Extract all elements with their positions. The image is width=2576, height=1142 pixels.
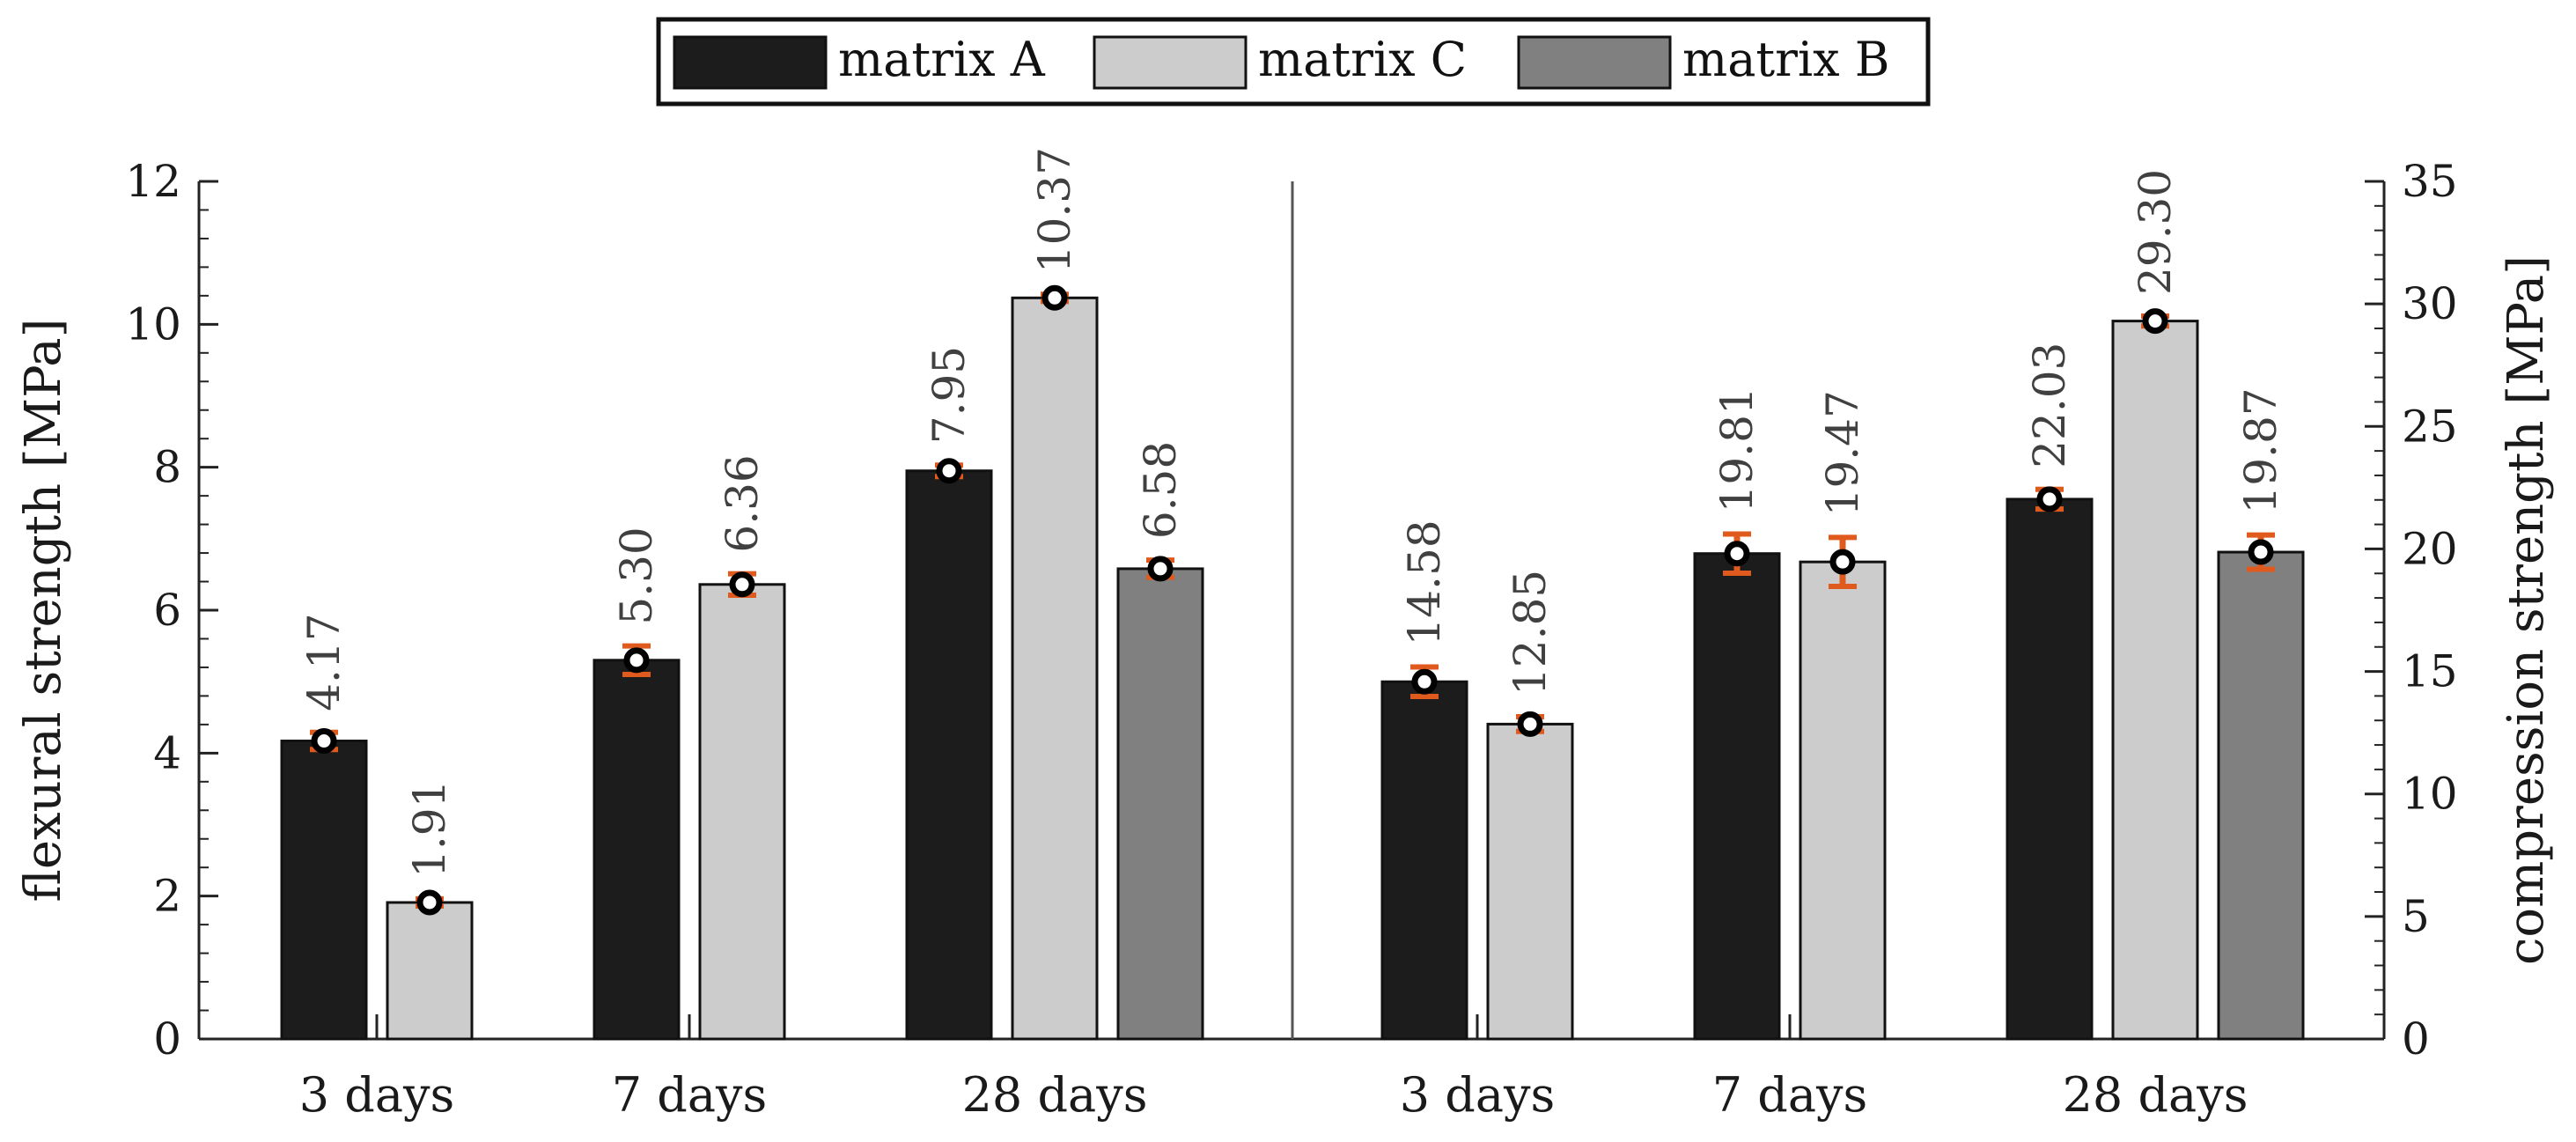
flexural-tick-label: 8 <box>153 442 181 493</box>
value-label: 14.58 <box>1399 519 1450 645</box>
compression-tick-label: 25 <box>2402 401 2458 452</box>
mean-marker <box>623 647 650 674</box>
bar-compression-3-days-matrix-C <box>1486 722 1574 1041</box>
bar-compression-28-days-matrix-A <box>2006 497 2094 1041</box>
legend-label: matrix B <box>1682 32 1890 87</box>
value-label: 6.58 <box>1135 441 1186 539</box>
compression-category-label: 28 days <box>2063 1067 2248 1123</box>
value-label: 19.81 <box>1711 387 1763 512</box>
flexural-tick-label: 12 <box>125 156 181 207</box>
legend-swatch-matrix-B <box>1517 35 1672 90</box>
bar-flexural-7-days-matrix-C <box>698 583 786 1041</box>
flexural-tick-label: 2 <box>153 871 181 922</box>
compression-category-label: 3 days <box>1400 1067 1556 1123</box>
value-labels: 4.17 1.91 5.30 6.36 7.95 10.37 6.58 14.58 12.85 1… <box>298 147 2286 878</box>
mean-marker <box>2142 308 2168 335</box>
mean-marker <box>1147 556 1174 582</box>
value-label: 5.30 <box>611 527 662 624</box>
mean-marker <box>2036 486 2063 512</box>
value-label: 10.37 <box>1029 147 1080 273</box>
legend-label: matrix C <box>1258 32 1467 87</box>
compression-axis-title: compression strength [MPa] <box>2498 255 2555 965</box>
bar-flexural-28-days-matrix-C <box>1011 296 1099 1041</box>
value-label: 19.47 <box>1817 390 1868 516</box>
legend-label: matrix A <box>838 32 1046 87</box>
mean-marker <box>936 458 962 484</box>
value-label: 12.85 <box>1505 570 1556 696</box>
bar-flexural-7-days-matrix-A <box>592 659 681 1041</box>
flexural-category-label: 28 days <box>962 1067 1148 1123</box>
bar-compression-28-days-matrix-B <box>2217 550 2305 1041</box>
value-label: 22.03 <box>2024 343 2075 468</box>
bars <box>280 284 2305 1041</box>
mean-marker <box>729 571 755 598</box>
compression-tick-label: 20 <box>2402 523 2458 574</box>
flexural-tick-label: 10 <box>125 298 181 350</box>
bar-compression-7-days-matrix-C <box>1799 560 1887 1041</box>
bar-flexural-3-days-matrix-A <box>280 740 368 1041</box>
bar-compression-3-days-matrix-A <box>1380 680 1468 1041</box>
value-label: 1.91 <box>404 780 455 878</box>
mean-marker <box>416 889 443 916</box>
compression-category-label: 7 days <box>1712 1067 1868 1123</box>
compression-tick-label: 15 <box>2402 646 2458 697</box>
flexural-tick-label: 4 <box>153 727 181 778</box>
value-label: 6.36 <box>717 454 768 552</box>
legend-box <box>656 17 1931 107</box>
mean-marker <box>1041 284 1068 311</box>
flexural-category-label: 7 days <box>612 1067 768 1123</box>
mean-marker <box>1829 549 1856 575</box>
value-label: 7.95 <box>924 346 975 444</box>
bar-flexural-28-days-matrix-B <box>1116 567 1204 1041</box>
mean-marker <box>1724 541 1750 567</box>
value-label: 19.87 <box>2235 387 2286 513</box>
bar-compression-28-days-matrix-C <box>2111 320 2199 1041</box>
compression-tick-label: 0 <box>2402 1013 2430 1065</box>
compression-tick-label: 30 <box>2402 278 2458 329</box>
flexural-tick-label: 0 <box>153 1013 181 1065</box>
flexural-tick-label: 6 <box>153 585 181 636</box>
value-label: 4.17 <box>298 613 350 711</box>
value-label: 29.30 <box>2130 169 2181 295</box>
legend-swatch-matrix-C <box>1093 35 1248 90</box>
compression-tick-label: 5 <box>2402 891 2430 942</box>
mean-marker <box>2248 539 2274 565</box>
mean-marker <box>1411 668 1438 695</box>
flexural-category-label: 3 days <box>299 1067 455 1123</box>
bar-flexural-28-days-matrix-A <box>905 469 993 1041</box>
legend-swatch-matrix-A <box>673 35 828 90</box>
bar-flexural-3-days-matrix-C <box>386 901 474 1041</box>
mean-marker <box>1517 711 1543 737</box>
mean-marker <box>311 728 337 755</box>
compression-tick-label: 10 <box>2402 769 2458 820</box>
legend: matrix A matrix C matrix B <box>656 17 1931 107</box>
compression-tick-label: 35 <box>2402 156 2458 207</box>
flexural-axis-title: flexural strength [MPa] <box>15 318 72 902</box>
bar-compression-7-days-matrix-A <box>1693 552 1781 1041</box>
